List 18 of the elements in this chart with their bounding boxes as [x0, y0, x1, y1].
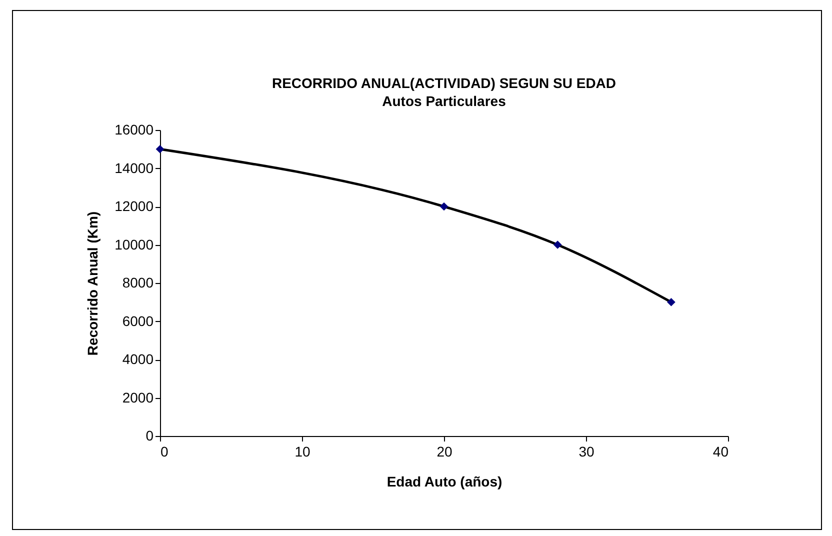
- y-tick-label: 16000: [114, 122, 154, 138]
- y-tick-label: 10000: [114, 236, 154, 252]
- x-tick-label: 10: [294, 444, 310, 460]
- y-axis-title: Recorrido Anual (Km): [84, 211, 101, 356]
- y-tick-label: 14000: [114, 160, 154, 176]
- x-tick-label: 20: [436, 444, 452, 460]
- y-tick-label: 12000: [114, 198, 154, 214]
- x-tick-label: 40: [712, 444, 729, 460]
- chart-subtitle: Autos Particulares: [382, 93, 506, 109]
- x-tick-label: 0: [160, 444, 168, 460]
- x-tick-label: 30: [578, 444, 594, 460]
- y-tick-label: 2000: [122, 389, 154, 406]
- chart-title: RECORRIDO ANUAL(ACTIVIDAD) SEGUN SU EDAD: [272, 75, 616, 91]
- x-axis-title: Edad Auto (años): [386, 474, 502, 490]
- y-tick-label: 0: [146, 428, 154, 444]
- y-tick-label: 4000: [122, 351, 154, 367]
- y-tick-label: 8000: [122, 274, 154, 290]
- y-tick-label: 6000: [122, 312, 154, 329]
